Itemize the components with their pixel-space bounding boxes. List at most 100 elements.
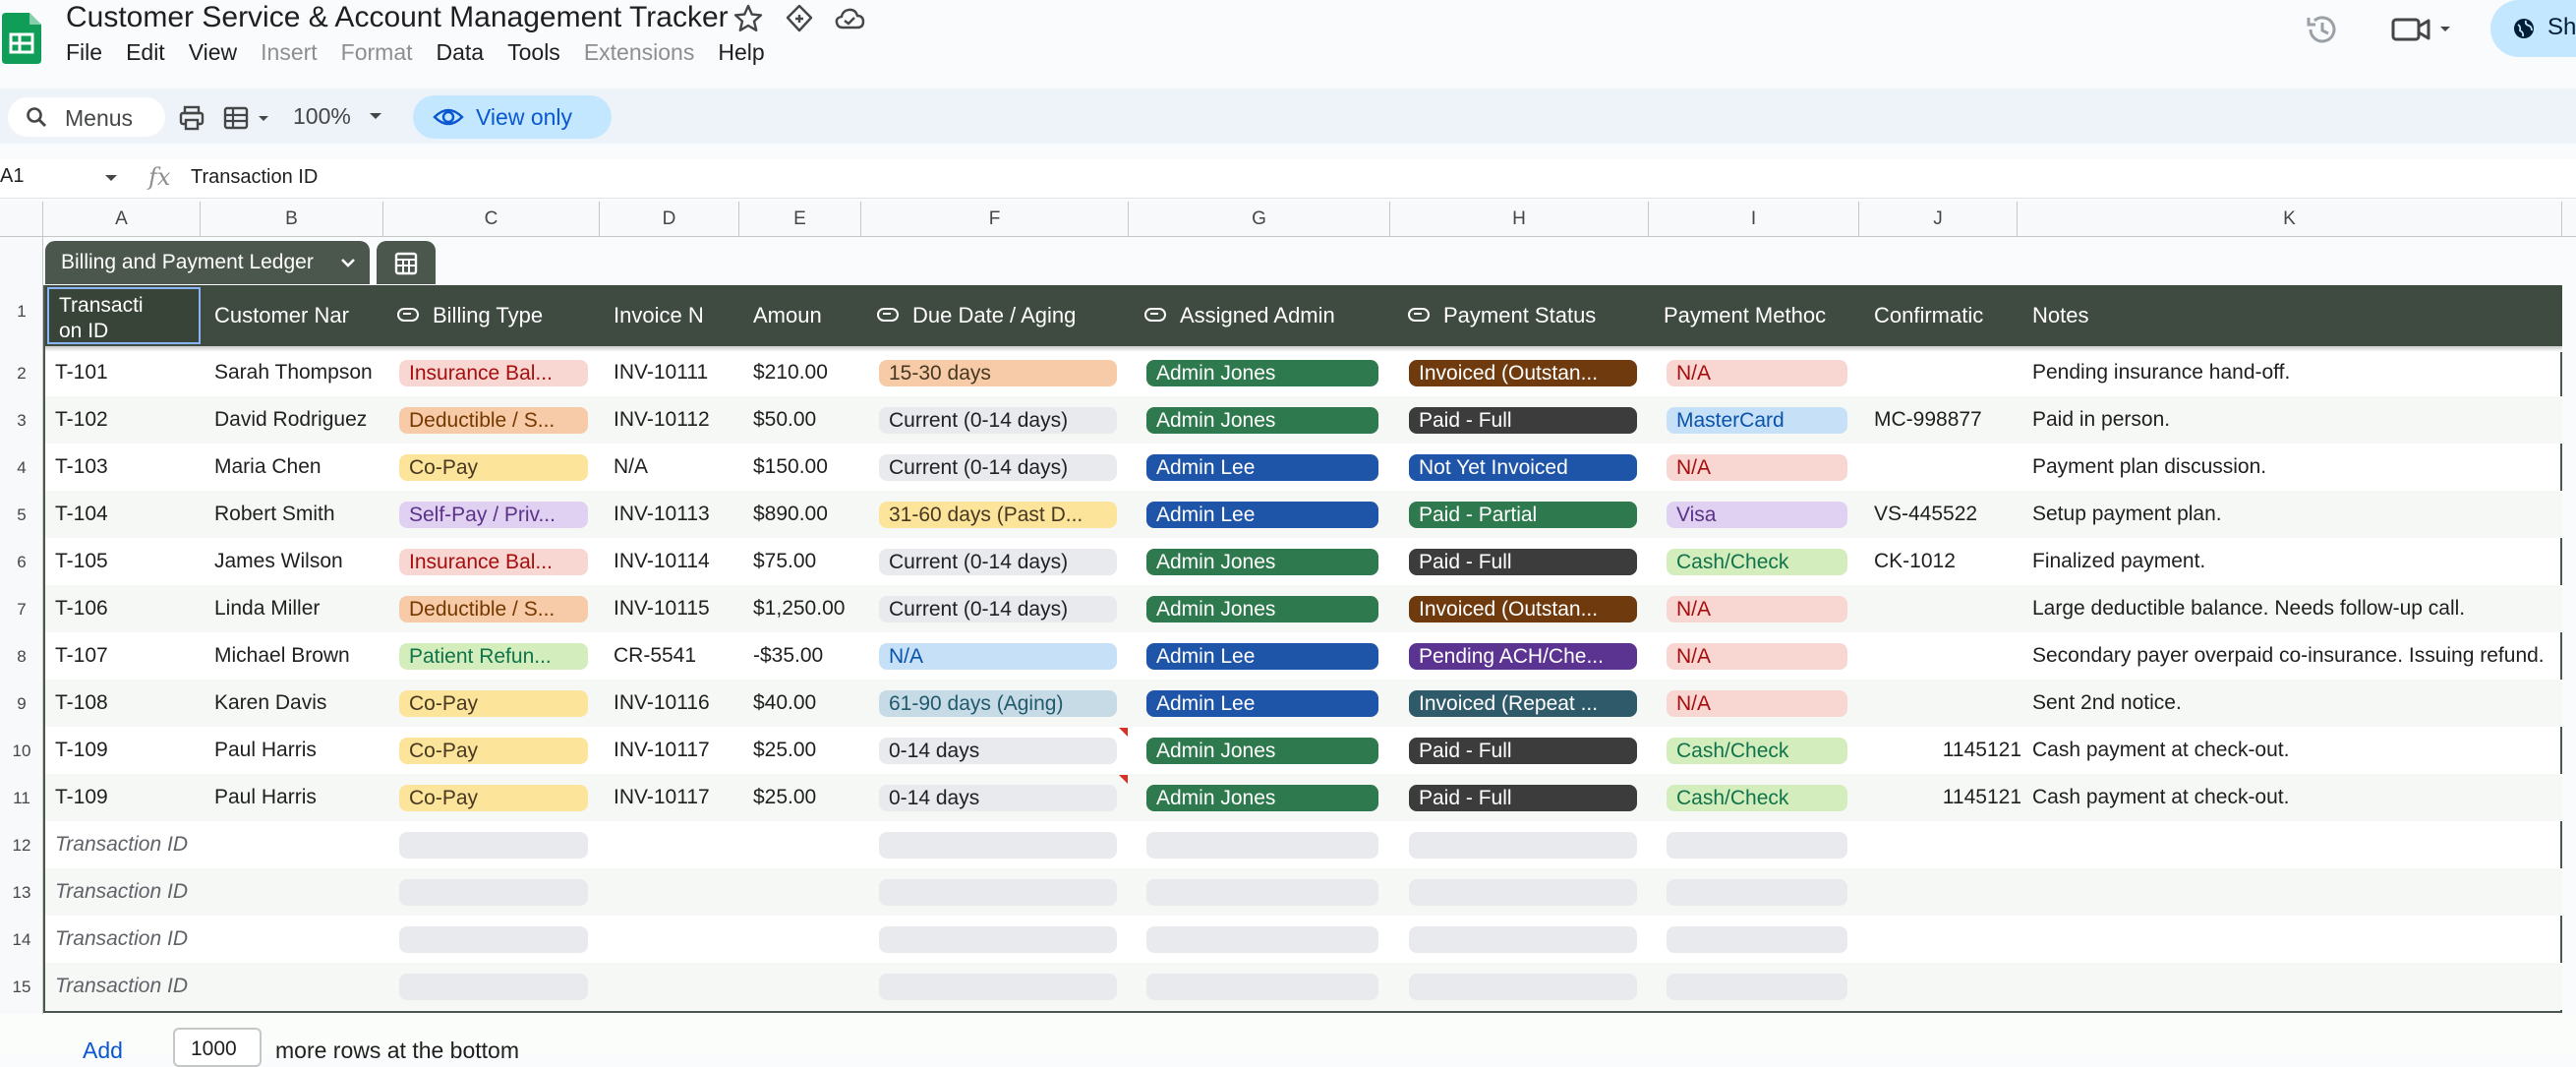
- billing-type-chip[interactable]: Co-Pay: [399, 738, 588, 764]
- row-header-12[interactable]: 12: [12, 836, 31, 855]
- assigned-admin-empty-chip[interactable]: [1146, 832, 1378, 859]
- invoice-number-cell[interactable]: INV-10112: [614, 408, 710, 431]
- name-box[interactable]: A1: [0, 165, 25, 187]
- assigned-admin-chip[interactable]: Admin Lee: [1146, 643, 1378, 670]
- transaction-id-cell[interactable]: T-102: [55, 408, 108, 431]
- transaction-id-placeholder[interactable]: Transaction ID: [55, 880, 188, 903]
- table-row[interactable]: T-102 David Rodriguez Deductible / S... INV…: [45, 396, 2562, 444]
- transaction-id-cell[interactable]: T-109: [55, 739, 108, 761]
- row-header-10[interactable]: 10: [12, 741, 31, 760]
- payment-status-empty-chip[interactable]: [1409, 974, 1637, 1000]
- customer-name-cell[interactable]: Sarah Thompson: [214, 361, 373, 384]
- table-row[interactable]: T-108 Karen Davis Co-Pay INV-10116 $40.00 61-…: [45, 680, 2562, 727]
- table-row[interactable]: Transaction ID: [45, 916, 2562, 963]
- row-header-4[interactable]: 4: [17, 458, 27, 477]
- row-header-9[interactable]: 9: [17, 694, 27, 713]
- menu-file[interactable]: File: [66, 39, 103, 65]
- document-title[interactable]: Customer Service & Account Management Tr…: [66, 1, 729, 33]
- table-row[interactable]: T-106 Linda Miller Deductible / S... INV-10…: [45, 585, 2562, 632]
- paint-format-icon[interactable]: [222, 104, 277, 132]
- payment-method-chip[interactable]: Cash/Check: [1667, 738, 1847, 764]
- customer-name-cell[interactable]: David Rodriguez: [214, 408, 368, 431]
- customer-name-cell[interactable]: Karen Davis: [214, 691, 327, 714]
- invoice-number-cell[interactable]: INV-10115: [614, 597, 710, 620]
- row-header-13[interactable]: 13: [12, 883, 31, 902]
- amount-cell[interactable]: $210.00: [753, 361, 828, 384]
- assigned-admin-empty-chip[interactable]: [1146, 974, 1378, 1000]
- formula-input[interactable]: Transaction ID: [191, 166, 319, 188]
- column-header-h[interactable]: H: [1390, 202, 1649, 237]
- amount-cell[interactable]: $25.00: [753, 786, 817, 808]
- comment-indicator-icon[interactable]: [1119, 775, 1128, 784]
- notes-cell[interactable]: Pending insurance hand-off.: [2032, 361, 2291, 384]
- customer-name-cell[interactable]: James Wilson: [214, 550, 343, 572]
- table-row[interactable]: Transaction ID: [45, 963, 2562, 1010]
- payment-method-chip[interactable]: Cash/Check: [1667, 549, 1847, 575]
- payment-method-chip[interactable]: N/A: [1667, 643, 1847, 670]
- header-due-date-aging[interactable]: Due Date / Aging: [877, 285, 1139, 346]
- payment-status-chip[interactable]: Invoiced (Outstan...: [1409, 596, 1637, 622]
- invoice-number-cell[interactable]: INV-10117: [614, 786, 710, 808]
- menu-data[interactable]: Data: [436, 39, 485, 65]
- due-date-chip[interactable]: 61-90 days (Aging): [879, 690, 1117, 717]
- share-button[interactable]: Sh: [2490, 0, 2576, 57]
- invoice-number-cell[interactable]: CR-5541: [614, 644, 697, 667]
- payment-method-chip[interactable]: N/A: [1667, 690, 1847, 717]
- confirmation-cell[interactable]: MC-998877: [1874, 408, 1982, 431]
- notes-cell[interactable]: Secondary payer overpaid co-insurance. I…: [2032, 644, 2545, 667]
- assigned-admin-chip[interactable]: Admin Lee: [1146, 502, 1378, 528]
- menu-insert[interactable]: Insert: [261, 39, 318, 65]
- meet-call-icon[interactable]: [2389, 10, 2458, 49]
- zoom-chevron-down-icon[interactable]: [368, 110, 383, 122]
- amount-cell[interactable]: $75.00: [753, 550, 817, 572]
- billing-type-chip[interactable]: Deductible / S...: [399, 407, 588, 434]
- billing-type-chip[interactable]: Insurance Bal...: [399, 549, 588, 575]
- customer-name-cell[interactable]: Paul Harris: [214, 786, 317, 808]
- confirmation-cell[interactable]: CK-1012: [1874, 550, 1956, 572]
- payment-status-chip[interactable]: Pending ACH/Che...: [1409, 643, 1637, 670]
- header-amount[interactable]: Amoun: [753, 303, 822, 327]
- billing-type-chip[interactable]: Co-Pay: [399, 690, 588, 717]
- menu-extensions[interactable]: Extensions: [583, 39, 695, 65]
- table-row[interactable]: Transaction ID: [45, 821, 2562, 868]
- menus-search[interactable]: Menus: [8, 97, 165, 137]
- column-header-i[interactable]: I: [1649, 202, 1859, 237]
- row-header-2[interactable]: 2: [17, 364, 27, 383]
- menu-tools[interactable]: Tools: [507, 39, 560, 65]
- payment-status-chip[interactable]: Paid - Full: [1409, 407, 1637, 434]
- payment-method-chip[interactable]: N/A: [1667, 454, 1847, 481]
- row-header-11[interactable]: 11: [13, 789, 30, 807]
- amount-cell[interactable]: $150.00: [753, 455, 828, 478]
- confirmation-cell[interactable]: [1874, 680, 2021, 727]
- notes-cell[interactable]: Large deductible balance. Needs follow-u…: [2032, 597, 2466, 620]
- table-name-tab[interactable]: Billing and Payment Ledger: [45, 241, 370, 284]
- invoice-number-cell[interactable]: INV-10111: [614, 361, 709, 384]
- row-header-14[interactable]: 14: [12, 930, 31, 949]
- header-invoice-number[interactable]: Invoice N: [614, 303, 704, 327]
- assigned-admin-chip[interactable]: Admin Jones: [1146, 407, 1378, 434]
- due-date-empty-chip[interactable]: [879, 832, 1117, 859]
- transaction-id-placeholder[interactable]: Transaction ID: [55, 975, 188, 997]
- due-date-chip[interactable]: N/A: [879, 643, 1117, 670]
- transaction-id-cell[interactable]: T-109: [55, 786, 108, 808]
- comment-indicator-icon[interactable]: [1119, 728, 1128, 737]
- assigned-admin-chip[interactable]: Admin Jones: [1146, 360, 1378, 386]
- billing-type-chip[interactable]: Deductible / S...: [399, 596, 588, 622]
- transaction-id-placeholder[interactable]: Transaction ID: [55, 927, 188, 950]
- column-header-b[interactable]: B: [201, 202, 383, 237]
- row-header-3[interactable]: 3: [17, 411, 27, 430]
- payment-method-empty-chip[interactable]: [1667, 832, 1847, 859]
- due-date-chip[interactable]: 15-30 days: [879, 360, 1117, 386]
- table-row[interactable]: T-103 Maria Chen Co-Pay N/A $150.00 Current (…: [45, 444, 2562, 491]
- column-header-c[interactable]: C: [383, 202, 600, 237]
- transaction-id-cell[interactable]: T-101: [55, 361, 108, 384]
- payment-status-chip[interactable]: Paid - Full: [1409, 738, 1637, 764]
- row-header-8[interactable]: 8: [17, 647, 27, 666]
- billing-type-chip[interactable]: Co-Pay: [399, 785, 588, 811]
- payment-status-chip[interactable]: Paid - Full: [1409, 549, 1637, 575]
- due-date-chip[interactable]: 31-60 days (Past D...: [879, 502, 1117, 528]
- billing-type-empty-chip[interactable]: [399, 926, 588, 953]
- due-date-chip[interactable]: Current (0-14 days): [879, 407, 1117, 434]
- add-rows-button[interactable]: Add: [83, 1037, 123, 1063]
- invoice-number-cell[interactable]: INV-10113: [614, 503, 710, 525]
